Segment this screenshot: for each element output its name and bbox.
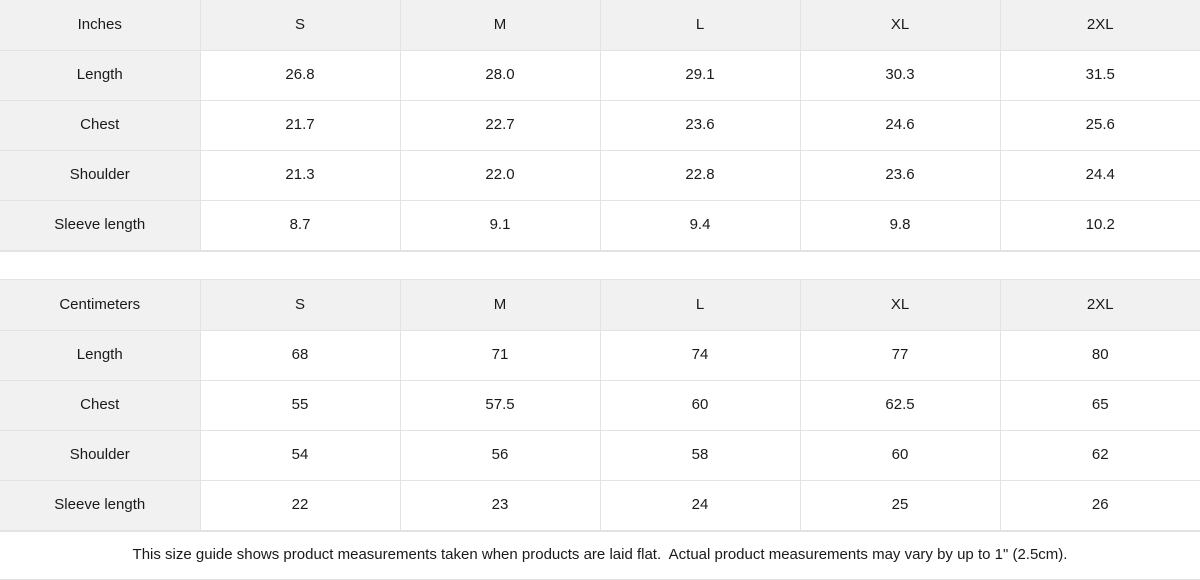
table-header-centimeters: Centimeters S M L XL 2XL <box>0 280 1200 331</box>
cell-chest-s: 21.7 <box>199 99 401 151</box>
cell-sleeve-length-xl: 9.8 <box>799 199 1001 251</box>
unit-label-inches: Inches <box>0 0 201 51</box>
cell-sleeve-length-l: 9.4 <box>599 199 801 251</box>
row-label-chest: Chest <box>0 379 201 431</box>
cell-chest-xl: 62.5 <box>799 379 1001 431</box>
table-row: Length 68 71 74 77 80 <box>0 329 1200 381</box>
cell-length-m: 28.0 <box>399 49 601 101</box>
cell-sleeve-length-m: 9.1 <box>399 199 601 251</box>
cell-chest-2xl: 25.6 <box>999 99 1200 151</box>
column-header-m: M <box>399 0 601 51</box>
size-table-inches: Inches S M L XL 2XL Length 26.8 28.0 29.… <box>0 0 1200 251</box>
cell-shoulder-xl: 23.6 <box>799 149 1001 201</box>
cell-chest-l: 23.6 <box>599 99 801 151</box>
cell-chest-m: 57.5 <box>399 379 601 431</box>
table-row: Chest 55 57.5 60 62.5 65 <box>0 379 1200 431</box>
column-header-l: L <box>599 0 801 51</box>
table-header-inches: Inches S M L XL 2XL <box>0 0 1200 51</box>
cell-length-l: 74 <box>599 329 801 381</box>
table-row: Shoulder 54 56 58 60 62 <box>0 429 1200 481</box>
column-header-2xl: 2XL <box>999 0 1200 51</box>
size-guide-footnote: This size guide shows product measuremen… <box>0 530 1200 580</box>
cell-chest-m: 22.7 <box>399 99 601 151</box>
cell-shoulder-m: 22.0 <box>399 149 601 201</box>
table-row: Chest 21.7 22.7 23.6 24.6 25.6 <box>0 99 1200 151</box>
header-row: Centimeters S M L XL 2XL <box>0 280 1200 331</box>
table-row: Length 26.8 28.0 29.1 30.3 31.5 <box>0 49 1200 101</box>
cell-sleeve-length-l: 24 <box>599 479 801 531</box>
table-row: Sleeve length 8.7 9.1 9.4 9.8 10.2 <box>0 199 1200 251</box>
cell-length-xl: 30.3 <box>799 49 1001 101</box>
cell-shoulder-2xl: 24.4 <box>999 149 1200 201</box>
cell-sleeve-length-xl: 25 <box>799 479 1001 531</box>
row-label-sleeve-length: Sleeve length <box>0 199 201 251</box>
cell-sleeve-length-s: 22 <box>199 479 401 531</box>
size-table-centimeters: Centimeters S M L XL 2XL Length 68 71 74… <box>0 280 1200 531</box>
cell-shoulder-2xl: 62 <box>999 429 1200 481</box>
column-header-s: S <box>199 0 401 51</box>
unit-label-centimeters: Centimeters <box>0 280 201 331</box>
cell-chest-s: 55 <box>199 379 401 431</box>
column-header-2xl: 2XL <box>999 280 1200 331</box>
cell-shoulder-l: 22.8 <box>599 149 801 201</box>
column-header-xl: XL <box>799 280 1001 331</box>
cell-length-s: 26.8 <box>199 49 401 101</box>
column-header-xl: XL <box>799 0 1001 51</box>
row-label-length: Length <box>0 49 201 101</box>
cell-length-s: 68 <box>199 329 401 381</box>
table-separator <box>0 250 1200 281</box>
table-row: Sleeve length 22 23 24 25 26 <box>0 479 1200 531</box>
cell-length-2xl: 80 <box>999 329 1200 381</box>
cell-length-xl: 77 <box>799 329 1001 381</box>
cell-shoulder-s: 54 <box>199 429 401 481</box>
row-label-sleeve-length: Sleeve length <box>0 479 201 531</box>
header-row: Inches S M L XL 2XL <box>0 0 1200 51</box>
cell-sleeve-length-2xl: 26 <box>999 479 1200 531</box>
cell-shoulder-s: 21.3 <box>199 149 401 201</box>
table-body-centimeters: Length 68 71 74 77 80 Chest 55 57.5 60 6… <box>0 329 1200 531</box>
cell-chest-xl: 24.6 <box>799 99 1001 151</box>
column-header-s: S <box>199 280 401 331</box>
row-label-chest: Chest <box>0 99 201 151</box>
cell-shoulder-m: 56 <box>399 429 601 481</box>
cell-length-l: 29.1 <box>599 49 801 101</box>
cell-chest-l: 60 <box>599 379 801 431</box>
cell-shoulder-xl: 60 <box>799 429 1001 481</box>
cell-length-2xl: 31.5 <box>999 49 1200 101</box>
cell-length-m: 71 <box>399 329 601 381</box>
cell-shoulder-l: 58 <box>599 429 801 481</box>
row-label-shoulder: Shoulder <box>0 149 201 201</box>
cell-chest-2xl: 65 <box>999 379 1200 431</box>
table-row: Shoulder 21.3 22.0 22.8 23.6 24.4 <box>0 149 1200 201</box>
table-body-inches: Length 26.8 28.0 29.1 30.3 31.5 Chest 21… <box>0 49 1200 251</box>
column-header-l: L <box>599 280 801 331</box>
column-header-m: M <box>399 280 601 331</box>
cell-sleeve-length-m: 23 <box>399 479 601 531</box>
row-label-shoulder: Shoulder <box>0 429 201 481</box>
cell-sleeve-length-s: 8.7 <box>199 199 401 251</box>
cell-sleeve-length-2xl: 10.2 <box>999 199 1200 251</box>
row-label-length: Length <box>0 329 201 381</box>
